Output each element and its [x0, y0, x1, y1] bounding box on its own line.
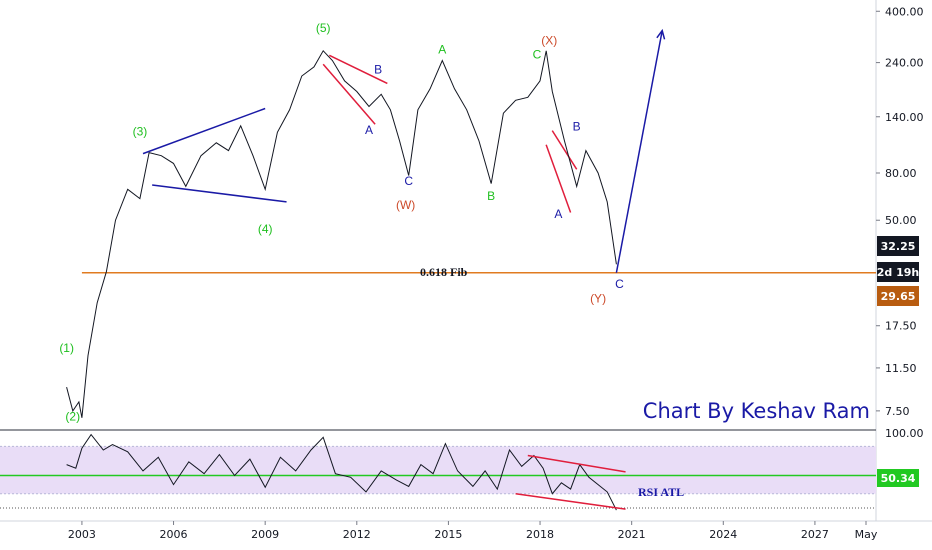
trendline-0	[142, 107, 266, 155]
wave-label-4: (5)	[316, 21, 331, 35]
rsi-atl-lower-line	[515, 492, 626, 510]
wave-label-9: A	[438, 42, 446, 56]
wave-labels: (1)(2)(3)(4)(5)ABC(W)ABC(X)ABC(Y)	[59, 21, 624, 424]
time-tick-label-6: 2021	[618, 528, 646, 541]
price-tick-label-5: 17.50	[885, 320, 917, 333]
trendlines	[142, 54, 578, 213]
wave-label-0: (1)	[59, 341, 74, 355]
wave-label-6: B	[374, 63, 382, 77]
time-tick-label-5: 2018	[526, 528, 554, 541]
wave-label-10: B	[487, 189, 495, 203]
trendline-3	[322, 63, 376, 125]
wave-label-12: (X)	[541, 34, 557, 48]
time-tick-label-1: 2006	[160, 528, 188, 541]
time-tick-label-8: 2027	[801, 528, 829, 541]
trendline-1	[152, 184, 287, 203]
countdown-badge: 2d 19h	[877, 262, 920, 282]
wave-label-8: (W)	[396, 198, 415, 212]
projection-line	[615, 30, 663, 273]
projection-arrowhead	[656, 28, 666, 40]
rsi-axis: 100.00	[885, 427, 924, 440]
wave-label-1: (2)	[65, 410, 80, 424]
current-price-badge: 32.25	[877, 236, 919, 256]
rsi-value-badge: 50.34	[877, 469, 919, 487]
trendline-2	[328, 54, 388, 85]
price-tick-label-3: 80.00	[885, 167, 917, 180]
price-tick-label-1: 240.00	[885, 57, 924, 70]
projection-arrow	[615, 28, 666, 273]
price-line	[66, 49, 617, 418]
price-tick-label-2: 140.00	[885, 111, 924, 124]
rsi-atl-upper-line	[527, 454, 626, 473]
fib-label: 0.618 Fib	[420, 265, 468, 279]
svg-text:2d 19h: 2d 19h	[877, 266, 920, 279]
watermark: Chart By Keshav Ram	[643, 399, 870, 423]
time-axis: 2003 2006 2009 2012 2015 2018 2021 2024 2027 May	[68, 521, 878, 541]
wave-label-7: C	[404, 174, 413, 188]
rsi-line	[66, 433, 617, 511]
price-tick-label-7: 7.50	[885, 405, 910, 418]
wave-label-3: (4)	[258, 222, 273, 236]
time-tick-label-7: 2024	[709, 528, 737, 541]
svg-text:32.25: 32.25	[881, 240, 916, 253]
wave-label-2: (3)	[133, 125, 148, 139]
time-tick-label-9: May	[855, 528, 878, 541]
wave-label-13: A	[554, 207, 562, 221]
wave-label-16: (Y)	[590, 292, 606, 306]
time-tick-label-0: 2003	[68, 528, 96, 541]
price-axis: 400.00 240.00 140.00 80.00 50.00 17.50 11.50 7.…	[876, 5, 924, 418]
wave-label-15: C	[615, 277, 624, 291]
time-tick-label-3: 2012	[343, 528, 371, 541]
wave-label-5: A	[365, 123, 373, 137]
price-tick-label-6: 11.50	[885, 362, 917, 375]
trendline-5	[545, 144, 572, 213]
wave-label-14: B	[573, 120, 581, 134]
wave-label-11: C	[533, 47, 542, 61]
price-tick-label-0: 400.00	[885, 5, 924, 18]
svg-text:50.34: 50.34	[881, 472, 916, 485]
rsi-tick-label-0: 100.00	[885, 427, 924, 440]
trendline-4	[551, 130, 578, 170]
time-tick-label-4: 2015	[434, 528, 462, 541]
price-tick-label-4: 50.00	[885, 214, 917, 227]
svg-text:29.65: 29.65	[881, 290, 916, 303]
fib-price-badge: 29.65	[877, 286, 919, 306]
time-tick-label-2: 2009	[251, 528, 279, 541]
rsi-band	[0, 446, 876, 494]
rsi-atl-label: RSI ATL	[638, 485, 684, 499]
